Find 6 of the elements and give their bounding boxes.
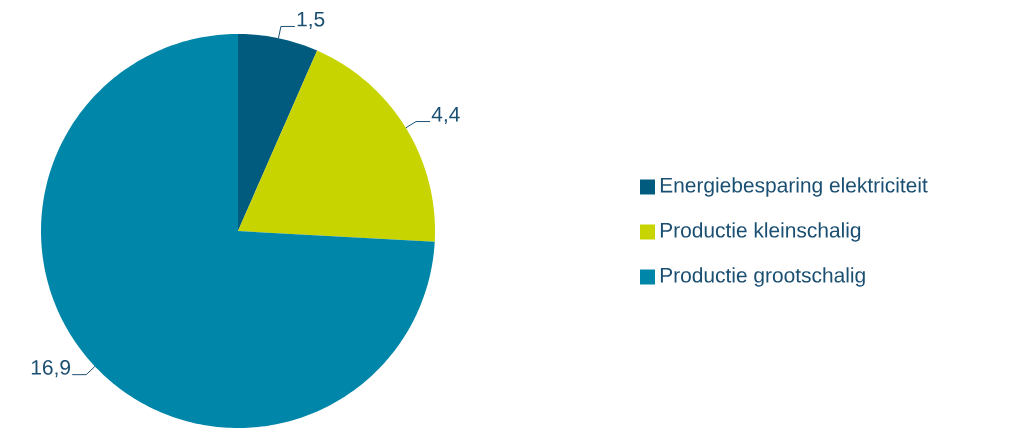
data-label: 1,5 [297,11,325,29]
legend-label: Productie kleinschalig [660,222,861,242]
legend-label: Productie grootschalig [660,267,865,287]
data-label: 16,9 [31,360,71,378]
legend-label: Energiebesparing elektriciteit [660,177,928,197]
data-label: 4,4 [431,107,460,125]
